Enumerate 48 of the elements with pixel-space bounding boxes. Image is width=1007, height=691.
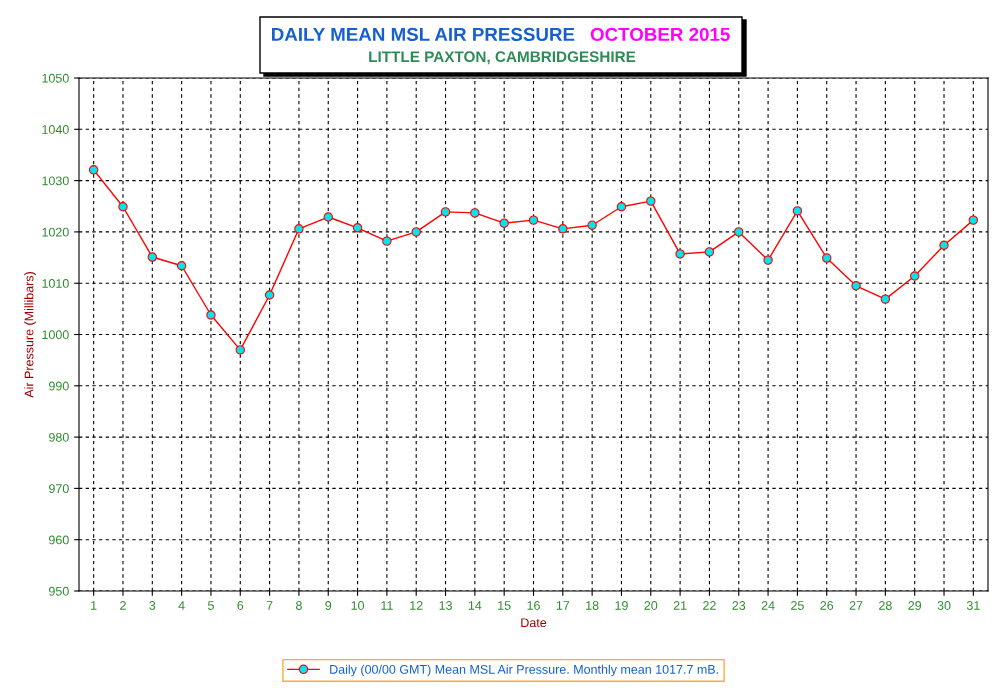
y-tick-label: 980: [49, 432, 69, 442]
x-tick-label: 5: [207, 601, 214, 610]
y-tick-label: 1000: [42, 330, 69, 340]
x-tick-label: 26: [820, 601, 834, 610]
chart-subtitle: LITTLE PAXTON, CAMBRIDGESHIRE: [369, 51, 636, 65]
x-tick-label: 24: [761, 601, 775, 610]
x-tick-label: 10: [351, 601, 365, 610]
legend-label: Daily (00/00 GMT) Mean MSL Air Pressure. Monthly mean 1017.7 mB.: [330, 664, 718, 677]
x-tick-label: 4: [178, 601, 185, 610]
y-tick-label: 1030: [42, 176, 69, 186]
x-tick-label: 28: [879, 601, 892, 610]
x-tick-label: 7: [266, 601, 273, 610]
x-tick-label: 8: [295, 601, 302, 610]
text: OCTOBER 2015: [590, 27, 730, 42]
x-tick-label: 6: [237, 601, 244, 610]
x-tick-label: 20: [644, 601, 658, 610]
x-tick-label: 15: [498, 601, 511, 610]
x-tick-label: 27: [849, 601, 863, 610]
y-tick-label: 1040: [42, 125, 69, 134]
x-tick-label: 31: [966, 601, 980, 610]
y-tick-label: 1010: [42, 279, 69, 288]
x-tick-label: 22: [703, 601, 716, 610]
y-tick-label: 1050: [42, 73, 69, 83]
y-tick-label: 1020: [42, 227, 69, 237]
x-tick-label: 1: [91, 601, 97, 610]
chart-title: DAILY MEAN MSL AIR PRESSURE: [272, 27, 575, 42]
x-tick-label: 29: [908, 601, 922, 610]
y-tick-label: 970: [49, 484, 69, 494]
x-tick-label: 3: [149, 601, 156, 610]
y-tick-label: 950: [49, 586, 69, 596]
x-tick-label: 14: [468, 601, 482, 610]
y-axis-title: Air Pressure (Millibars): [24, 272, 36, 398]
x-tick-label: 13: [439, 601, 452, 610]
x-tick-label: 25: [791, 601, 804, 610]
x-tick-label: 11: [381, 601, 393, 610]
y-tick-label: 990: [49, 381, 69, 391]
y-tick-label: 960: [49, 535, 69, 545]
x-tick-label: 17: [556, 601, 570, 610]
x-tick-label: 9: [325, 601, 332, 610]
x-tick-label: 12: [410, 601, 423, 610]
x-tick-label: 23: [732, 601, 746, 610]
x-tick-label: 18: [586, 601, 599, 610]
x-tick-label: 2: [120, 601, 126, 610]
x-tick-label: 19: [615, 601, 628, 610]
x-axis-title: Date: [521, 618, 547, 628]
x-tick-label: 21: [673, 601, 687, 610]
x-tick-label: 16: [527, 601, 540, 610]
x-tick-label: 30: [937, 601, 951, 610]
